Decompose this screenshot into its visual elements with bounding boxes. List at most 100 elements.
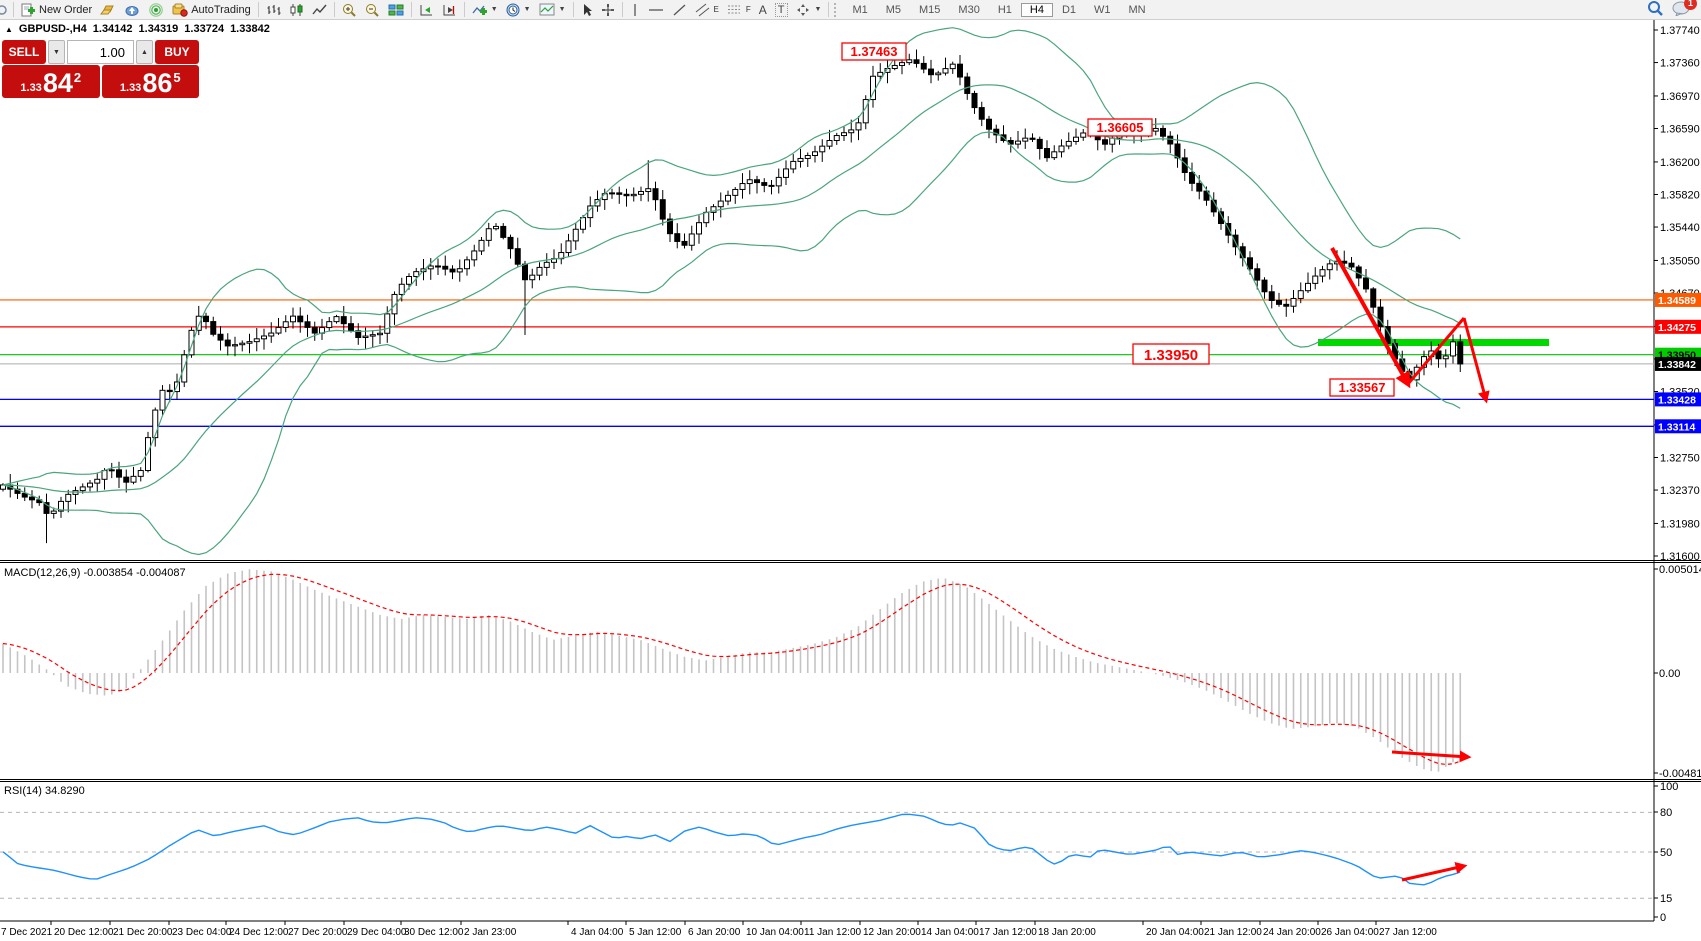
red-arrow[interactable] bbox=[1391, 750, 1472, 763]
trendline-button[interactable] bbox=[668, 1, 691, 19]
toolbar-handle bbox=[834, 2, 841, 17]
fibonacci-button[interactable]: F bbox=[723, 1, 755, 19]
svg-text:15: 15 bbox=[1660, 893, 1672, 905]
timeframe-button-D1[interactable]: D1 bbox=[1061, 3, 1077, 16]
svg-text:1.34275: 1.34275 bbox=[1658, 322, 1696, 334]
svg-text:1.35820: 1.35820 bbox=[1660, 189, 1700, 201]
timeframe-button-H4[interactable]: H4 bbox=[1020, 2, 1053, 17]
candlestick-chart-button[interactable] bbox=[285, 1, 308, 19]
horizontal-line-button[interactable] bbox=[644, 1, 668, 19]
text-label-button[interactable]: T bbox=[771, 1, 792, 19]
signals-icon[interactable] bbox=[144, 1, 168, 19]
svg-text:1.34589: 1.34589 bbox=[1658, 295, 1696, 307]
price-callout-box[interactable] bbox=[1087, 118, 1153, 137]
symbol-period: GBPUSD-,H4 bbox=[18, 23, 87, 35]
svg-text:0: 0 bbox=[1660, 912, 1666, 924]
volume-increase-button[interactable]: ▲ bbox=[136, 40, 153, 64]
indicators-button[interactable]: ▼ bbox=[468, 1, 502, 19]
timeframe-toolbar: M1 M5 M15 M30 H1 H4 D1 W1 MN bbox=[843, 2, 1154, 17]
sell-price-base: 1.33 bbox=[20, 82, 42, 94]
new-order-button[interactable]: New Order bbox=[17, 1, 96, 19]
svg-text:1.37360: 1.37360 bbox=[1660, 58, 1700, 70]
line-chart-button[interactable] bbox=[308, 1, 331, 19]
volume-decrease-button[interactable]: ▼ bbox=[48, 40, 65, 64]
price-callout-text: 1.37463 bbox=[851, 44, 898, 59]
timeframe-button-MN[interactable]: MN bbox=[1128, 3, 1146, 16]
svg-text:1.35050: 1.35050 bbox=[1660, 255, 1700, 267]
volume-input[interactable]: 1.00 bbox=[67, 40, 134, 64]
equidistant-channel-button[interactable]: E bbox=[691, 1, 723, 19]
zoom-in-button[interactable] bbox=[338, 1, 361, 19]
notification-badge: 1 bbox=[1684, 0, 1697, 10]
tile-windows-button[interactable] bbox=[384, 1, 408, 19]
arrows-tool-button[interactable]: ▼ bbox=[792, 1, 826, 19]
timeframe-button-M15[interactable]: M15 bbox=[919, 3, 941, 16]
red-arrow[interactable] bbox=[1462, 317, 1490, 404]
crosshair-button[interactable] bbox=[597, 1, 619, 19]
auto-scroll-button[interactable] bbox=[415, 1, 438, 19]
buy-price-display[interactable]: 1.33 86 5 bbox=[101, 65, 199, 98]
svg-text:2 Jan 23:00: 2 Jan 23:00 bbox=[464, 927, 517, 938]
timeframe-button-W1[interactable]: W1 bbox=[1094, 3, 1111, 16]
autotrading-icon bbox=[172, 3, 188, 17]
chevron-down-icon: ▼ bbox=[490, 6, 498, 13]
chart-shift-button[interactable] bbox=[438, 1, 461, 19]
vertical-line-button[interactable] bbox=[626, 1, 644, 19]
price-callout-text: 1.33567 bbox=[1339, 380, 1386, 395]
text-tool-button[interactable]: A bbox=[755, 1, 771, 19]
svg-text:30 Dec 12:00: 30 Dec 12:00 bbox=[404, 927, 464, 938]
cursor-button[interactable] bbox=[577, 1, 597, 19]
svg-text:11 Jan 12:00: 11 Jan 12:00 bbox=[804, 927, 862, 938]
bb-middle bbox=[2, 84, 1461, 493]
buy-price-base: 1.33 bbox=[119, 82, 142, 94]
svg-text:1.33114: 1.33114 bbox=[1658, 421, 1696, 433]
timeframe-button-M1[interactable]: M1 bbox=[852, 3, 868, 16]
timeframe-button-M30[interactable]: M30 bbox=[958, 3, 980, 16]
svg-text:0.00: 0.00 bbox=[1659, 668, 1680, 680]
timeframe-button-M5[interactable]: M5 bbox=[885, 3, 902, 16]
new-order-label: New Order bbox=[39, 3, 93, 16]
timeframe-button-H1[interactable]: H1 bbox=[997, 3, 1012, 16]
red-arrow[interactable] bbox=[1401, 861, 1468, 882]
svg-text:24 Dec 12:00: 24 Dec 12:00 bbox=[229, 927, 289, 938]
svg-text:100: 100 bbox=[1660, 781, 1678, 793]
autotrading-button[interactable]: AutoTrading bbox=[168, 1, 255, 19]
svg-text:5 Jan 12:00: 5 Jan 12:00 bbox=[629, 927, 682, 938]
sell-price-sup: 2 bbox=[73, 70, 82, 85]
svg-text:4 Jan 04:00: 4 Jan 04:00 bbox=[571, 927, 624, 938]
red-arrow[interactable] bbox=[1406, 317, 1466, 385]
svg-text:21 Dec 20:00: 21 Dec 20:00 bbox=[113, 927, 173, 938]
one-click-trading-panel: SELL ▼ 1.00 ▲ BUY 1.33 84 2 1.33 86 5 bbox=[2, 40, 199, 98]
templates-button[interactable]: ▼ bbox=[535, 1, 570, 19]
svg-text:1.36590: 1.36590 bbox=[1660, 124, 1700, 136]
svg-text:27 Dec 20:00: 27 Dec 20:00 bbox=[288, 927, 348, 938]
toolbar-separator bbox=[828, 2, 830, 17]
sell-price-display[interactable]: 1.33 84 2 bbox=[2, 65, 100, 98]
publish-icon[interactable] bbox=[120, 1, 144, 19]
notifications-icon[interactable]: 1 bbox=[1672, 0, 1697, 19]
svg-text:21 Jan 12:00: 21 Jan 12:00 bbox=[1204, 927, 1262, 938]
axes: 1.37740 1.37360 1.36970 1.36590 1.36200 1.358… bbox=[0, 20, 1701, 938]
price-axis-label-1.33114 bbox=[1655, 419, 1701, 434]
bar-chart-button[interactable] bbox=[262, 1, 285, 19]
sell-button[interactable]: SELL bbox=[2, 40, 46, 64]
svg-text:29 Dec 04:00: 29 Dec 04:00 bbox=[347, 927, 407, 938]
buy-button[interactable]: BUY bbox=[155, 40, 199, 64]
search-icon[interactable] bbox=[1647, 0, 1664, 19]
green-highlight-bar[interactable] bbox=[1318, 339, 1549, 346]
price-axis-label-1.33842 bbox=[1655, 356, 1701, 371]
bb-upper bbox=[2, 27, 1461, 486]
svg-text:1.37740: 1.37740 bbox=[1660, 25, 1700, 37]
horizontal-level-lines[interactable] bbox=[0, 299, 1654, 427]
price-callout-box[interactable] bbox=[1329, 378, 1395, 397]
periods-button[interactable]: ▼ bbox=[502, 1, 535, 19]
price-callout-box[interactable] bbox=[1132, 343, 1210, 365]
red-arrow[interactable] bbox=[1330, 247, 1411, 389]
svg-text:1.32370: 1.32370 bbox=[1660, 485, 1700, 497]
price-callout-box[interactable] bbox=[841, 42, 907, 61]
zoom-out-button[interactable] bbox=[361, 1, 384, 19]
gold-bar-icon[interactable] bbox=[96, 1, 120, 19]
chart-annotations[interactable]: 1.37463 1.36605 1.33950 1.33567 bbox=[841, 42, 1490, 882]
